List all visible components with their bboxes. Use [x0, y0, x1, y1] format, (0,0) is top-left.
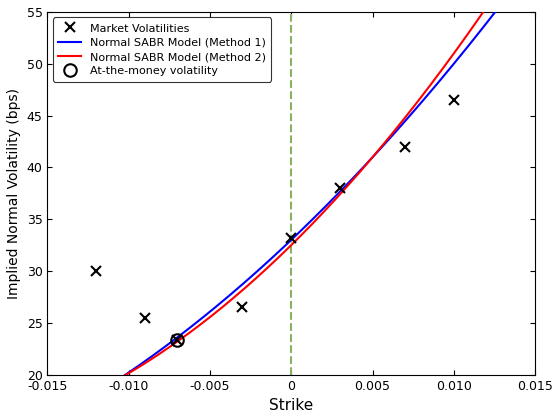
Legend: Market Volatilities, Normal SABR Model (Method 1), Normal SABR Model (Method 2),: Market Volatilities, Normal SABR Model (…	[53, 18, 271, 82]
X-axis label: Strike: Strike	[269, 398, 314, 413]
Y-axis label: Implied Normal Volatility (bps): Implied Normal Volatility (bps)	[7, 88, 21, 299]
